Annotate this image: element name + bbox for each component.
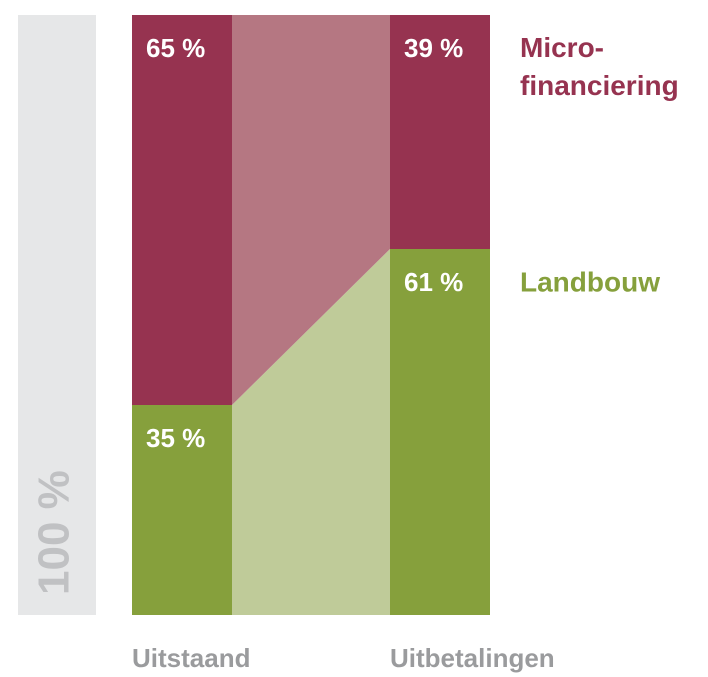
link-area [232, 15, 390, 405]
value-label: 61 % [404, 267, 463, 297]
axis-label: 100 % [30, 470, 79, 595]
value-label: 35 % [146, 423, 205, 453]
legend-label: Landbouw [520, 266, 660, 297]
bar-segment [390, 15, 490, 249]
x-tick-label: Uitbetalingen [390, 643, 555, 673]
axis-band [18, 15, 96, 615]
value-label: 39 % [404, 33, 463, 63]
bar-segment [132, 405, 232, 615]
bar-segment [390, 249, 490, 615]
legend-label: Micro-financiering [520, 32, 679, 101]
bar-segment [132, 15, 232, 405]
x-tick-label: Uitstaand [132, 643, 250, 673]
link-area [232, 249, 390, 615]
value-label: 65 % [146, 33, 205, 63]
